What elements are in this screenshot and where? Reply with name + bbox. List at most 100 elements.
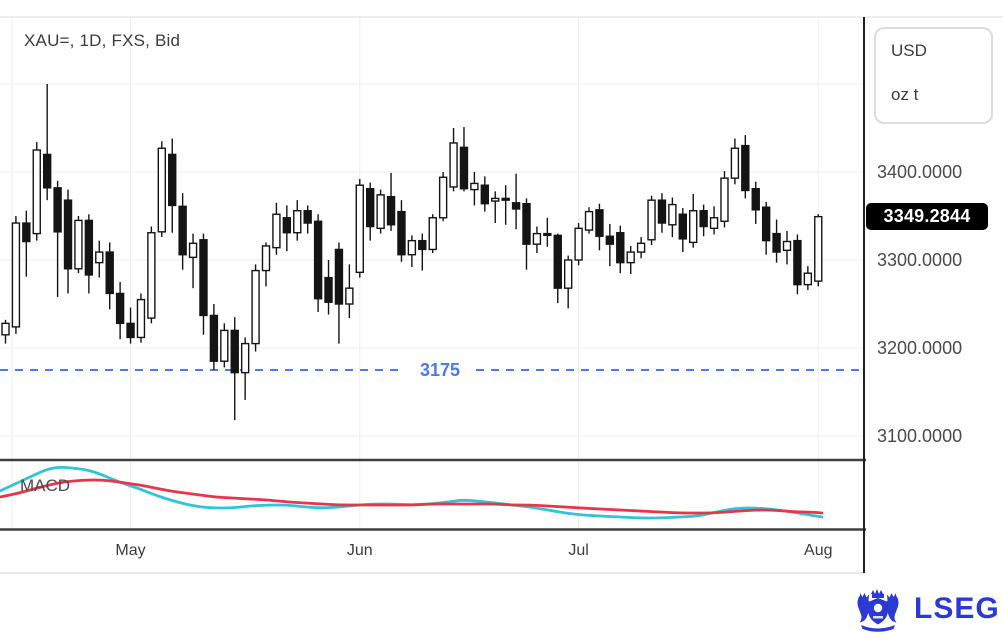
candle-body bbox=[689, 210, 698, 244]
candle-body bbox=[334, 248, 344, 305]
candle-body bbox=[459, 146, 469, 190]
candle-body bbox=[32, 149, 41, 235]
candle-body bbox=[636, 242, 646, 253]
month-label-jun[interactable]: Jun bbox=[346, 542, 373, 559]
candle-body bbox=[772, 232, 781, 253]
candle-body bbox=[188, 242, 198, 259]
support-line-label[interactable]: 3175 bbox=[415, 360, 465, 381]
candle-body bbox=[626, 251, 635, 264]
candle-body bbox=[668, 203, 677, 226]
price-axis-label[interactable]: 3300.0000 bbox=[877, 250, 963, 270]
candle-body bbox=[470, 182, 479, 191]
candle-body bbox=[761, 206, 771, 242]
candle-body bbox=[647, 199, 656, 241]
unit-measure-label: oz t bbox=[891, 85, 919, 104]
candle-body bbox=[366, 188, 375, 228]
candle-body bbox=[501, 197, 510, 201]
candle-body bbox=[168, 153, 177, 207]
candle-body bbox=[563, 259, 573, 289]
candle-body bbox=[605, 235, 615, 245]
candle-body bbox=[105, 251, 114, 295]
candle-body bbox=[272, 213, 281, 249]
candle-body bbox=[751, 188, 760, 211]
candle-body bbox=[84, 219, 94, 276]
candle-body bbox=[814, 215, 823, 282]
candle-body bbox=[147, 232, 156, 319]
candle-body bbox=[584, 210, 594, 231]
last-price-badge[interactable]: 3349.2844 bbox=[866, 203, 988, 231]
candle-body bbox=[511, 202, 521, 210]
candle-body bbox=[220, 329, 229, 362]
candle-body bbox=[199, 239, 208, 317]
candle-body bbox=[532, 232, 542, 245]
candle-body bbox=[720, 177, 729, 222]
unit-currency-label: USD bbox=[891, 41, 927, 60]
price-axis-label[interactable]: 3200.0000 bbox=[877, 338, 963, 358]
candle-body bbox=[418, 239, 427, 251]
candle-body bbox=[397, 210, 406, 256]
candle-body bbox=[741, 144, 750, 192]
candle-body bbox=[324, 276, 333, 303]
candle-body bbox=[407, 239, 417, 256]
chart-title: XAU=, 1D, FXS, Bid bbox=[24, 31, 181, 50]
candle-body bbox=[74, 219, 83, 270]
candle-body bbox=[251, 269, 260, 345]
candle-body bbox=[709, 217, 719, 230]
candle-body bbox=[438, 176, 448, 219]
candle-body bbox=[657, 199, 667, 224]
macd-line bbox=[0, 465, 824, 520]
month-label-aug[interactable]: Aug bbox=[804, 542, 833, 559]
candle-body bbox=[491, 197, 500, 202]
candle-body bbox=[793, 239, 802, 286]
candle-body bbox=[355, 184, 364, 274]
candle-body bbox=[428, 217, 437, 251]
candle-body bbox=[449, 142, 458, 188]
month-label-jul[interactable]: Jul bbox=[568, 542, 589, 559]
candle-body bbox=[178, 205, 187, 256]
candle-body bbox=[543, 232, 552, 237]
candle-body bbox=[53, 187, 62, 233]
candle-body bbox=[313, 220, 323, 300]
candle-body bbox=[730, 147, 740, 179]
price-axis-label[interactable]: 3400.0000 bbox=[877, 162, 963, 182]
candle-body bbox=[386, 195, 396, 226]
candle-body bbox=[126, 322, 135, 339]
candle-body bbox=[345, 287, 354, 305]
candle-body bbox=[22, 222, 31, 243]
candle-body bbox=[699, 210, 708, 228]
unit-box[interactable]: USD oz t bbox=[874, 27, 993, 124]
lseg-wordmark: LSEG bbox=[914, 592, 1000, 625]
candle-body bbox=[595, 209, 604, 237]
candle-body bbox=[293, 210, 302, 234]
price-axis-label[interactable]: 3100.0000 bbox=[877, 426, 963, 446]
candle-body bbox=[616, 232, 625, 264]
lseg-logo: LSEG bbox=[851, 586, 1000, 632]
candle-body bbox=[574, 227, 583, 261]
candle-body bbox=[782, 240, 792, 252]
candle-body bbox=[63, 199, 73, 270]
candle-body bbox=[115, 292, 125, 325]
indicator-label: MACD bbox=[20, 476, 71, 495]
candle-body bbox=[553, 234, 562, 289]
candle-body bbox=[240, 342, 250, 374]
candle-body bbox=[1, 322, 10, 336]
candle-body bbox=[803, 272, 813, 286]
candle-body bbox=[480, 184, 490, 205]
candle-body bbox=[678, 213, 687, 240]
candle-body bbox=[522, 202, 531, 245]
candle-body bbox=[261, 245, 271, 272]
candle-body bbox=[136, 298, 146, 339]
month-label-may[interactable]: May bbox=[115, 542, 146, 559]
candle-body bbox=[157, 147, 167, 233]
candle-body bbox=[95, 251, 104, 264]
candle-body bbox=[282, 217, 292, 234]
candle-body bbox=[209, 314, 219, 362]
candle-body bbox=[42, 153, 52, 189]
candle-body bbox=[11, 222, 21, 328]
candle-body bbox=[303, 210, 312, 224]
candle-body bbox=[230, 329, 239, 374]
macd-signal-line bbox=[0, 478, 824, 515]
candle-body bbox=[376, 194, 385, 230]
